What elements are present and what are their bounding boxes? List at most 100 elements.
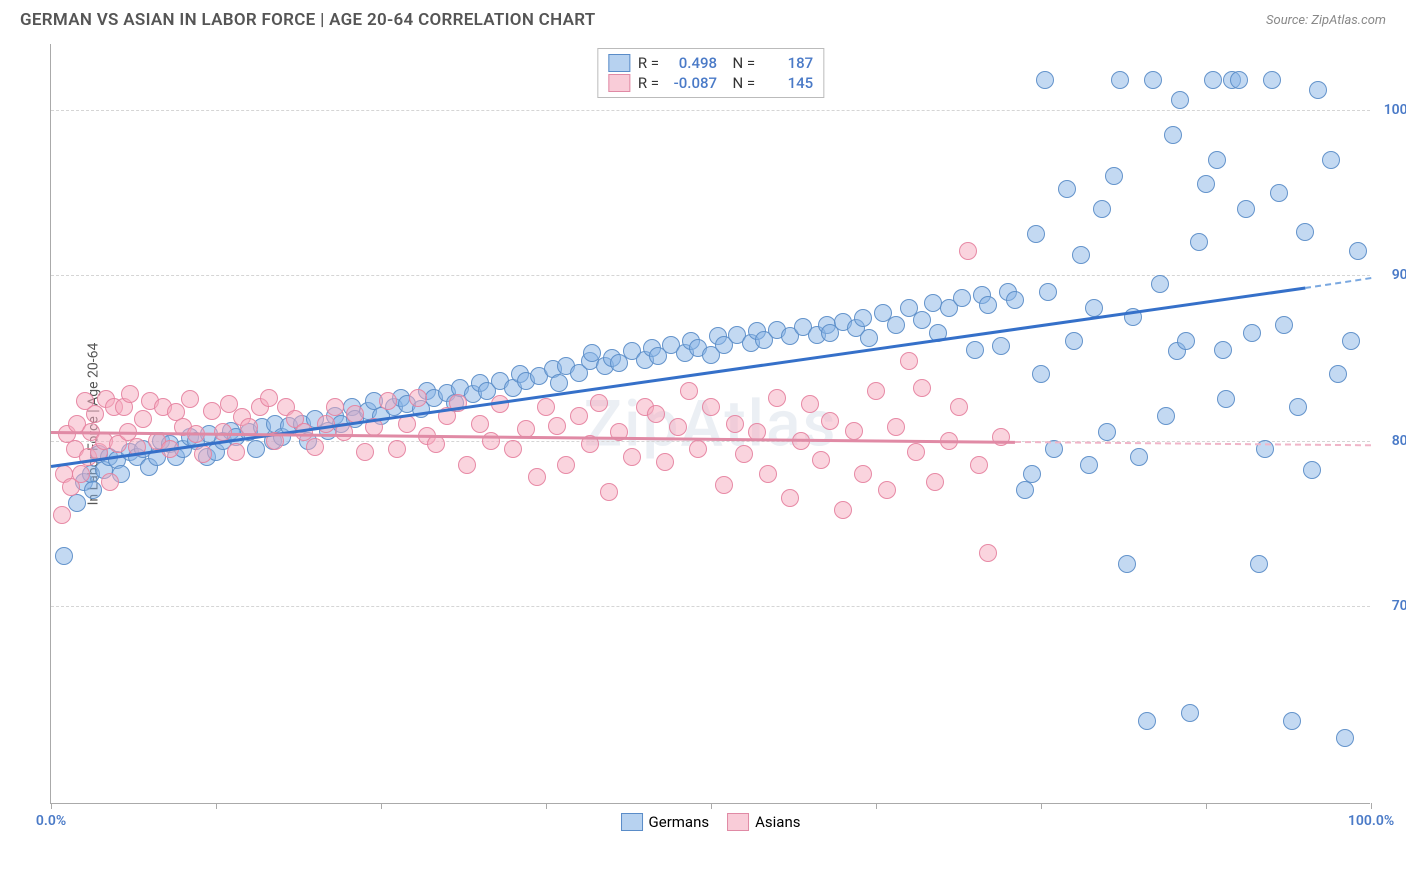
legend-label-asians: Asians <box>755 813 800 831</box>
scatter-point <box>471 415 489 433</box>
scatter-point <box>887 418 905 436</box>
scatter-point <box>53 506 71 524</box>
swatch-pink-icon <box>727 813 749 831</box>
scatter-point <box>647 405 665 423</box>
source-label: Source: ZipAtlas.com <box>1266 13 1386 28</box>
scatter-point <box>1130 448 1148 466</box>
scatter-point <box>1027 225 1045 243</box>
scatter-point <box>680 382 698 400</box>
scatter-point <box>812 451 830 469</box>
stat-n-value-asians: 145 <box>763 74 813 92</box>
scatter-point <box>1177 332 1195 350</box>
scatter-point <box>1016 481 1034 499</box>
scatter-point <box>768 389 786 407</box>
scatter-point <box>306 438 324 456</box>
scatter-point <box>203 402 221 420</box>
scatter-point <box>1204 71 1222 89</box>
stat-n-label: N = <box>725 54 755 72</box>
scatter-point <box>1181 704 1199 722</box>
stat-r-label: R = <box>638 74 659 92</box>
scatter-point <box>759 465 777 483</box>
xtick <box>546 803 547 809</box>
scatter-point <box>966 341 984 359</box>
scatter-point <box>326 398 344 416</box>
scatter-point <box>887 316 905 334</box>
scatter-point <box>913 311 931 329</box>
scatter-point <box>1336 729 1354 747</box>
scatter-point <box>1190 233 1208 251</box>
scatter-point <box>726 415 744 433</box>
scatter-point <box>702 398 720 416</box>
scatter-point <box>854 465 872 483</box>
scatter-point <box>134 410 152 428</box>
scatter-point <box>1098 423 1116 441</box>
scatter-plot-area: ZipAtlas R = 0.498 N = 187 R = -0.087 N … <box>50 44 1370 804</box>
scatter-point <box>1250 555 1268 573</box>
xtick <box>1206 803 1207 809</box>
scatter-point <box>1164 126 1182 144</box>
scatter-point <box>1243 324 1261 342</box>
scatter-point <box>913 379 931 397</box>
scatter-point <box>121 385 139 403</box>
scatter-point <box>926 473 944 491</box>
stat-n-value-germans: 187 <box>763 54 813 72</box>
scatter-point <box>1283 712 1301 730</box>
scatter-point <box>101 473 119 491</box>
xtick <box>216 803 217 809</box>
scatter-point <box>1329 365 1347 383</box>
scatter-point <box>979 544 997 562</box>
scatter-point <box>970 456 988 474</box>
xtick <box>51 803 52 809</box>
ytick-label: 70.0% <box>1392 598 1406 614</box>
scatter-point <box>1342 332 1360 350</box>
scatter-point <box>992 337 1010 355</box>
scatter-point <box>1303 461 1321 479</box>
ytick-label: 100.0% <box>1384 102 1406 118</box>
scatter-point <box>689 440 707 458</box>
scatter-point <box>953 289 971 307</box>
scatter-point <box>1296 223 1314 241</box>
gridline <box>51 606 1370 607</box>
scatter-point <box>1144 71 1162 89</box>
scatter-point <box>1006 291 1024 309</box>
scatter-point <box>860 329 878 347</box>
scatter-point <box>1105 167 1123 185</box>
swatch-blue-icon <box>608 54 630 72</box>
scatter-point <box>623 448 641 466</box>
scatter-point <box>356 443 374 461</box>
stat-r-value-asians: -0.087 <box>667 74 717 92</box>
scatter-point <box>1230 71 1248 89</box>
legend-label-germans: Germans <box>649 813 710 831</box>
scatter-point <box>1270 184 1288 202</box>
scatter-point <box>669 418 687 436</box>
scatter-point <box>1208 151 1226 169</box>
scatter-point <box>854 309 872 327</box>
scatter-point <box>1349 242 1367 260</box>
gridline <box>51 110 1370 111</box>
scatter-point <box>1058 180 1076 198</box>
scatter-point <box>570 407 588 425</box>
scatter-point <box>68 494 86 512</box>
scatter-point <box>1118 555 1136 573</box>
scatter-point <box>84 481 102 499</box>
scatter-point <box>1197 175 1215 193</box>
scatter-point <box>907 443 925 461</box>
xtick <box>711 803 712 809</box>
xtick <box>381 803 382 809</box>
scatter-point <box>781 489 799 507</box>
scatter-point <box>821 412 839 430</box>
scatter-point <box>55 547 73 565</box>
scatter-point <box>1237 200 1255 218</box>
scatter-point <box>1138 712 1156 730</box>
scatter-point <box>1093 200 1111 218</box>
scatter-point <box>867 382 885 400</box>
scatter-point <box>528 468 546 486</box>
scatter-point <box>194 445 212 463</box>
ytick-label: 90.0% <box>1392 267 1406 283</box>
scatter-point <box>1214 341 1232 359</box>
xtick-label: 0.0% <box>36 813 66 829</box>
scatter-point <box>1217 390 1235 408</box>
stat-r-label: R = <box>638 54 659 72</box>
scatter-point <box>557 456 575 474</box>
scatter-point <box>379 392 397 410</box>
